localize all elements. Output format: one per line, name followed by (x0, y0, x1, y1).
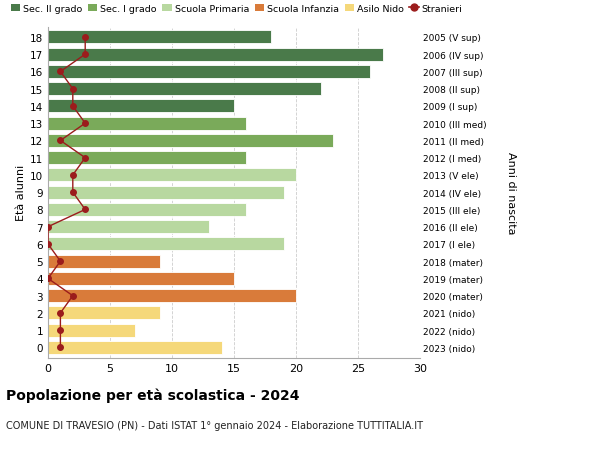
Bar (48, 83, 321, 96)
Bar (48, 152, 247, 165)
Text: Popolazione per età scolastica - 2024: Popolazione per età scolastica - 2024 (6, 388, 299, 403)
Bar (48, 66, 370, 79)
Y-axis label: Anni di nascita: Anni di nascita (506, 151, 516, 234)
Bar (48, 238, 284, 251)
Bar (48, 31, 271, 45)
Y-axis label: Età alunni: Età alunni (16, 165, 26, 221)
Bar (48, 307, 160, 320)
Bar (48, 324, 135, 337)
Legend: Sec. II grado, Sec. I grado, Scuola Primaria, Scuola Infanzia, Asilo Nido, Stran: Sec. II grado, Sec. I grado, Scuola Prim… (11, 5, 463, 14)
Bar (48, 118, 247, 130)
Bar (48, 272, 234, 285)
Bar (48, 203, 247, 217)
Bar (48, 49, 383, 62)
Bar (48, 169, 296, 182)
Text: COMUNE DI TRAVESIO (PN) - Dati ISTAT 1° gennaio 2024 - Elaborazione TUTTITALIA.I: COMUNE DI TRAVESIO (PN) - Dati ISTAT 1° … (6, 420, 423, 430)
Bar (48, 341, 221, 354)
Bar (48, 255, 160, 268)
Bar (48, 186, 284, 199)
Bar (48, 221, 209, 234)
Bar (48, 134, 333, 148)
Bar (48, 290, 296, 302)
Bar (48, 100, 234, 113)
